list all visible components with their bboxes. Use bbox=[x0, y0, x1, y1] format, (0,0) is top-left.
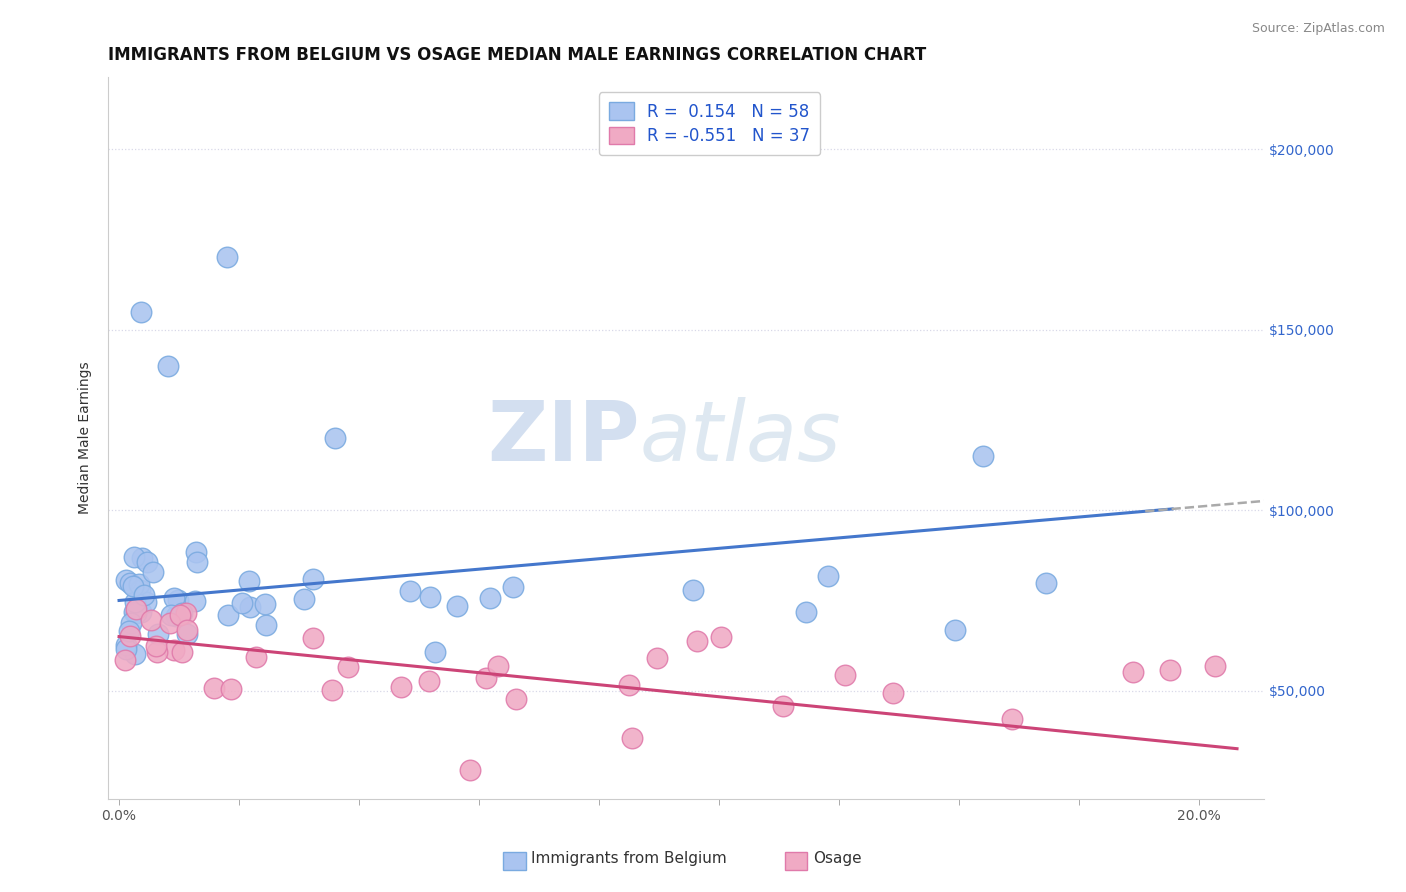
Point bbox=[239, 599, 262, 614]
Point bbox=[972, 449, 994, 463]
Point bbox=[156, 359, 179, 373]
Point bbox=[645, 651, 668, 665]
Point bbox=[505, 692, 527, 706]
Point bbox=[389, 680, 412, 694]
Point bbox=[120, 616, 142, 631]
Point bbox=[794, 605, 817, 619]
Point bbox=[131, 551, 153, 566]
Point bbox=[170, 645, 193, 659]
Text: Osage: Osage bbox=[813, 851, 862, 865]
Point bbox=[475, 671, 498, 685]
Point bbox=[882, 686, 904, 700]
Point bbox=[163, 591, 186, 606]
Point bbox=[219, 682, 242, 697]
Point bbox=[682, 582, 704, 597]
Point bbox=[215, 251, 238, 265]
Point bbox=[122, 605, 145, 619]
Point bbox=[118, 629, 141, 643]
Point bbox=[128, 577, 150, 591]
Point bbox=[238, 574, 260, 588]
Point bbox=[174, 606, 197, 620]
Point bbox=[121, 578, 143, 592]
Point bbox=[1204, 659, 1226, 673]
Point bbox=[129, 304, 152, 318]
Point bbox=[502, 580, 524, 594]
Point bbox=[122, 550, 145, 565]
Point bbox=[478, 591, 501, 606]
Text: atlas: atlas bbox=[640, 398, 842, 478]
Legend: R =  0.154   N = 58, R = -0.551   N = 37: R = 0.154 N = 58, R = -0.551 N = 37 bbox=[599, 93, 820, 155]
Text: Source: ZipAtlas.com: Source: ZipAtlas.com bbox=[1251, 22, 1385, 36]
Point bbox=[163, 643, 186, 657]
Point bbox=[418, 673, 440, 688]
Point bbox=[159, 616, 181, 631]
Point bbox=[115, 638, 138, 652]
Point bbox=[619, 678, 641, 692]
Point bbox=[129, 583, 152, 598]
Point bbox=[302, 572, 325, 586]
Point bbox=[114, 653, 136, 667]
Point bbox=[1122, 665, 1144, 679]
Point bbox=[336, 660, 359, 674]
Point bbox=[125, 606, 148, 620]
Point bbox=[124, 648, 146, 662]
Point bbox=[254, 617, 277, 632]
Text: ZIP: ZIP bbox=[488, 398, 640, 478]
Point bbox=[186, 555, 208, 569]
Point bbox=[1035, 575, 1057, 590]
Point bbox=[321, 683, 343, 698]
Point bbox=[172, 606, 194, 620]
Point bbox=[115, 642, 138, 657]
Point bbox=[419, 590, 441, 604]
Point bbox=[167, 592, 190, 607]
Point bbox=[834, 668, 856, 682]
Point bbox=[169, 608, 191, 623]
Point bbox=[423, 645, 446, 659]
Point bbox=[301, 632, 323, 646]
Point bbox=[1001, 712, 1024, 726]
Point bbox=[245, 649, 267, 664]
Point bbox=[621, 731, 644, 745]
Text: Immigrants from Belgium: Immigrants from Belgium bbox=[531, 851, 727, 865]
Point bbox=[176, 623, 198, 637]
Point bbox=[1159, 663, 1181, 677]
Point bbox=[115, 573, 138, 587]
Point bbox=[292, 591, 315, 606]
Point bbox=[817, 568, 839, 582]
Point bbox=[124, 594, 146, 608]
Point bbox=[323, 431, 346, 445]
Point bbox=[943, 623, 966, 637]
Point bbox=[202, 681, 225, 695]
Point bbox=[446, 599, 468, 613]
Point bbox=[398, 583, 420, 598]
Point bbox=[176, 626, 198, 640]
Point bbox=[165, 609, 187, 624]
Point bbox=[124, 602, 146, 616]
Point bbox=[458, 763, 481, 777]
Point bbox=[710, 630, 733, 644]
Point bbox=[120, 575, 142, 590]
Point bbox=[160, 607, 183, 622]
Point bbox=[146, 645, 169, 659]
Y-axis label: Median Male Earnings: Median Male Earnings bbox=[79, 361, 93, 515]
Point bbox=[253, 597, 276, 611]
Point bbox=[142, 566, 165, 580]
Point bbox=[217, 607, 239, 622]
Point bbox=[772, 698, 794, 713]
Point bbox=[136, 555, 159, 569]
Point bbox=[118, 624, 141, 638]
Point bbox=[129, 605, 152, 619]
Point bbox=[132, 588, 155, 602]
Point bbox=[141, 613, 163, 627]
Point bbox=[184, 593, 207, 607]
Point bbox=[145, 639, 167, 653]
Text: IMMIGRANTS FROM BELGIUM VS OSAGE MEDIAN MALE EARNINGS CORRELATION CHART: IMMIGRANTS FROM BELGIUM VS OSAGE MEDIAN … bbox=[108, 46, 927, 64]
Point bbox=[148, 627, 170, 641]
Point bbox=[486, 659, 509, 673]
Point bbox=[186, 545, 208, 559]
Point bbox=[231, 596, 253, 610]
Point bbox=[135, 595, 157, 609]
Point bbox=[685, 633, 707, 648]
